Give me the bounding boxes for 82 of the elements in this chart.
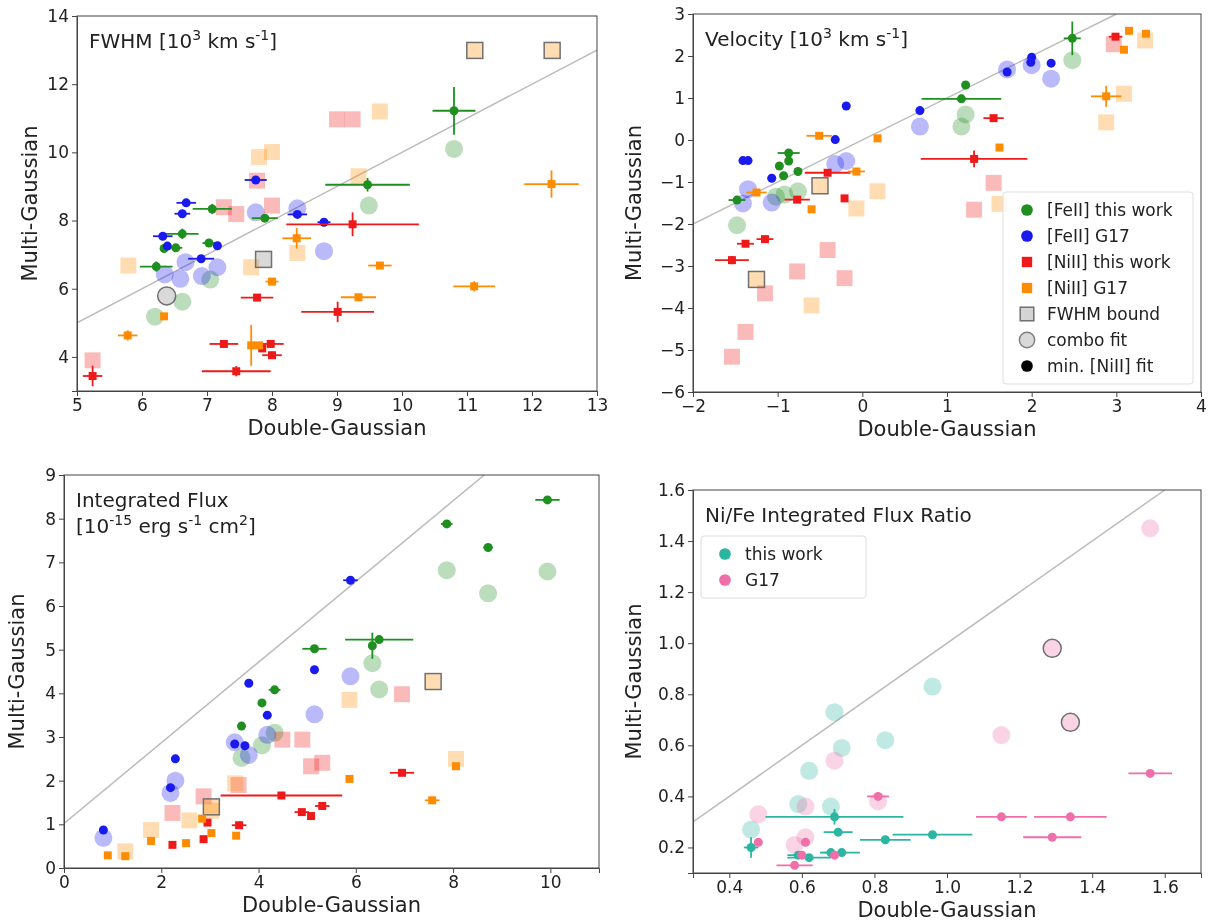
y-axis-title: Multi-Gaussian: [18, 125, 42, 282]
y-axis-title: Multi-Gaussian: [622, 603, 646, 760]
x-tick-label: 0.8: [861, 877, 889, 898]
y-tick-label: 12: [47, 74, 69, 95]
y-tick-label: 1: [674, 87, 685, 108]
y-tick-label: 10: [47, 142, 69, 163]
y-tick-label: 1.2: [657, 582, 685, 603]
x-axis-title: Double-Gaussian: [247, 416, 427, 440]
legend-label: min. [NiII] fit: [1047, 356, 1154, 376]
y-tick-label: 8: [58, 210, 69, 231]
y-tick-label: 3: [674, 3, 685, 24]
x-tick-label: 8: [448, 872, 459, 893]
legend-label: [FeII] G17: [1047, 226, 1130, 246]
y-tick-label: 1.6: [657, 479, 685, 500]
y-axis-title: Multi-Gaussian: [5, 593, 29, 750]
y-tick-label: 9: [45, 464, 56, 485]
y-tick-label: 1: [45, 814, 56, 835]
legend-label: [NiII] G17: [1047, 278, 1128, 298]
x-tick-label: 0.6: [788, 877, 816, 898]
y-tick-label: 0: [45, 857, 56, 878]
x-tick-label: 8: [267, 395, 278, 416]
x-tick-label: 9: [332, 395, 343, 416]
y-tick-label: 2: [674, 45, 685, 66]
y-tick-label: −5: [659, 339, 685, 360]
x-tick-label: 12: [521, 395, 544, 416]
x-axis-title: Double-Gaussian: [857, 417, 1037, 441]
x-tick-label: 1.2: [1006, 877, 1034, 898]
x-tick-label: 1.4: [1079, 877, 1107, 898]
y-tick-label: 3: [45, 726, 56, 747]
text: Ni/Fe Integrated Flux Ratio: [705, 503, 972, 527]
y-tick-label: 4: [58, 346, 69, 367]
y-tick-label: −6: [659, 381, 685, 402]
x-tick-label: 0.4: [716, 877, 744, 898]
text: Velocity [10$^{3}$ km s$^{-1}$]: [705, 25, 908, 51]
x-tick-label: 5: [72, 395, 83, 416]
x-tick-label: 11: [456, 395, 479, 416]
y-tick-label: −3: [659, 255, 685, 276]
y-tick-label: 6: [45, 595, 56, 616]
x-tick-label: 3: [1111, 396, 1123, 417]
y-tick-label: 0: [674, 129, 685, 150]
legend-label: this work: [745, 544, 823, 564]
text: Integrated Flux [10$^{-15}$ erg s$^{-1}$ cm$^{2}$]: [76, 488, 256, 538]
y-tick-label: 0.4: [657, 786, 685, 807]
legend-label: [FeII] this work: [1047, 200, 1173, 220]
y-tick-label: 0.2: [657, 837, 685, 858]
x-axis-title: Double-Gaussian: [857, 898, 1037, 922]
legend-label: [NiII] this work: [1047, 252, 1171, 272]
x-tick-label: 2: [156, 872, 168, 893]
y-tick-label: 0.6: [657, 735, 685, 756]
x-tick-label: 4: [253, 872, 265, 893]
x-tick-label: 7: [202, 395, 213, 416]
legend-label: G17: [745, 570, 780, 590]
y-tick-label: 1.0: [657, 633, 685, 654]
x-tick-label: 6: [350, 872, 362, 893]
y-tick-label: 1.4: [657, 531, 685, 552]
x-tick-label: 2: [1026, 396, 1038, 417]
y-tick-label: 2: [45, 770, 56, 791]
x-axis-title: Double-Gaussian: [241, 893, 422, 917]
x-tick-label: 13: [586, 395, 609, 416]
x-tick-label: 4: [1196, 396, 1207, 417]
legend-label: FWHM bound: [1047, 304, 1160, 324]
x-tick-label: 1.0: [933, 877, 962, 898]
text: FWHM [10$^{3}$ km s$^{-1}$]: [89, 27, 278, 53]
y-tick-label: −2: [659, 213, 685, 234]
y-tick-label: 7: [45, 552, 56, 573]
y-axis-title: Multi-Gaussian: [622, 124, 646, 282]
y-tick-label: 4: [45, 683, 56, 704]
y-tick-label: 8: [45, 508, 56, 529]
x-tick-label: 1.6: [1151, 877, 1179, 898]
y-tick-label: 14: [47, 5, 69, 26]
y-tick-label: −1: [659, 171, 685, 192]
x-tick-label: 0: [857, 396, 869, 417]
x-tick-label: 1: [942, 396, 953, 417]
x-tick-label: 6: [137, 395, 148, 416]
x-tick-label: 10: [391, 395, 414, 416]
x-tick-label: −1: [765, 396, 791, 417]
x-tick-label: 10: [540, 872, 562, 893]
y-tick-label: 5: [45, 639, 56, 660]
y-tick-label: −4: [659, 297, 685, 318]
legend-label: combo fit: [1047, 330, 1128, 350]
y-tick-label: 0.8: [657, 684, 685, 705]
y-tick-label: 6: [58, 278, 69, 299]
